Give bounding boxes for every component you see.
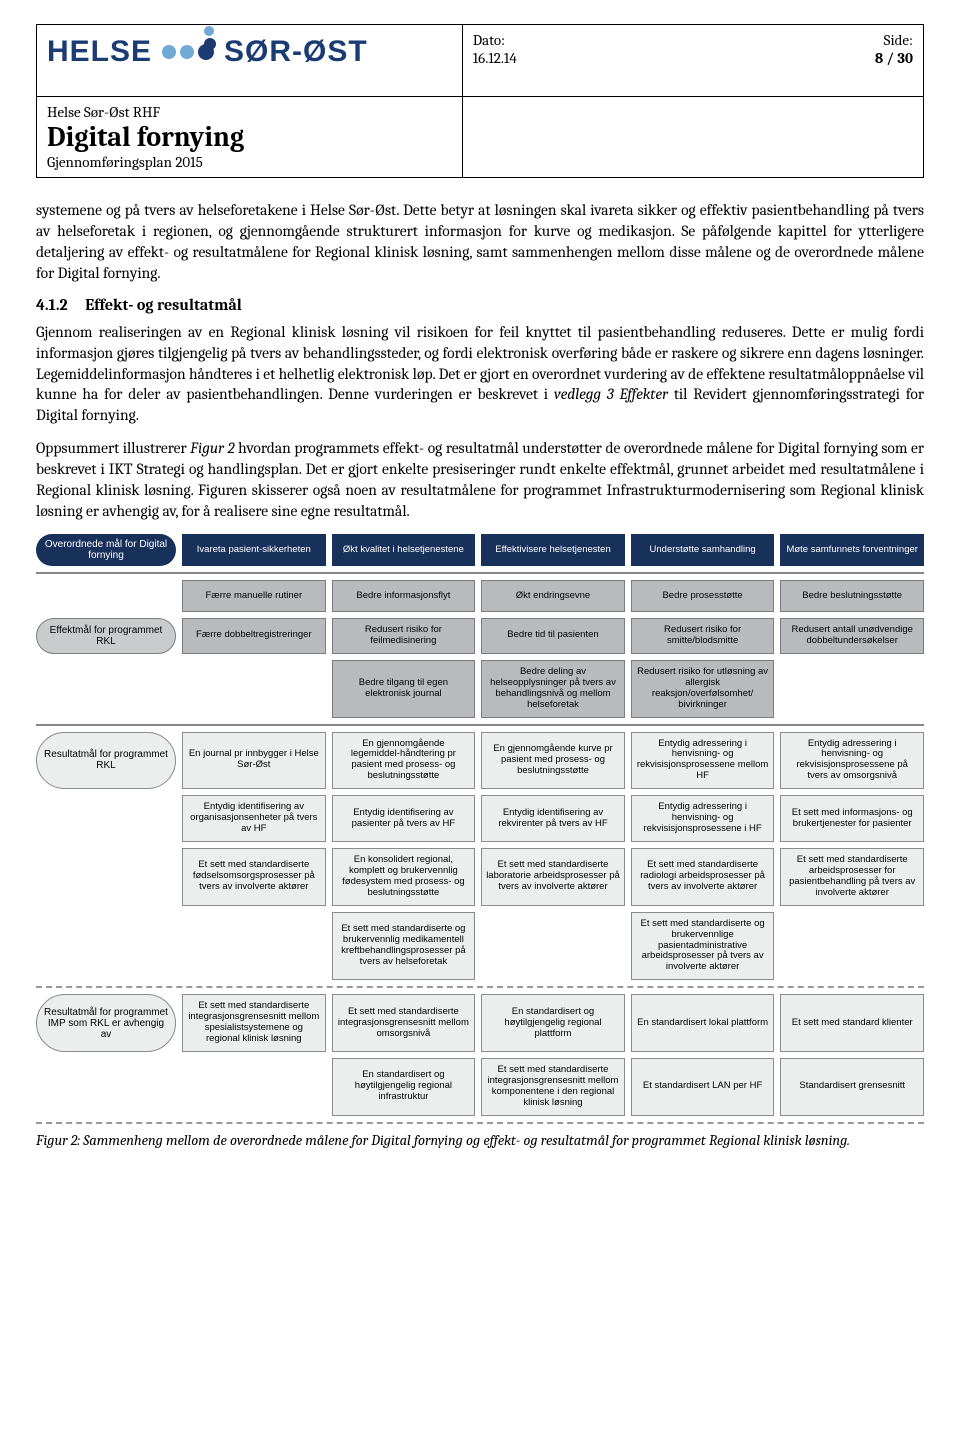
fig-eff-r2-1: Redusert risiko for feilmedisinering xyxy=(332,618,476,654)
fig-label-eff: Effektmål for programmet RKL xyxy=(36,618,176,654)
fig-res-r2-2: Entydig identifisering av rekvirenter på… xyxy=(481,795,625,842)
fig-res-r2-0: Entydig identifisering av organisasjonse… xyxy=(182,795,326,842)
fig-row-imp-1: Resultatmål for programmet IMP som RKL e… xyxy=(36,994,924,1052)
fig-divider-2 xyxy=(36,724,924,726)
fig-row-eff-1: Færre manuelle rutiner Bedre informasjon… xyxy=(36,580,924,612)
page-label: Side: xyxy=(884,31,913,49)
fig-eff-r2-3: Redusert risiko for smitte/blodsmitte xyxy=(631,618,775,654)
fig-overall-0: Ivareta pasient-sikkerheten xyxy=(182,534,326,566)
fig-row-res-1: Resultatmål for programmet RKL En journa… xyxy=(36,732,924,790)
logo-dots xyxy=(162,44,214,60)
fig-eff-r2-4: Redusert antall unødvendige dobbeltunder… xyxy=(780,618,924,654)
fig-row-overall: Overordnede mål for Digital fornying Iva… xyxy=(36,534,924,566)
fig-res-r3-2: Et sett med standardiserte laboratorie a… xyxy=(481,848,625,906)
fig-imp-r2-4: Standardisert grensesnitt xyxy=(780,1058,924,1116)
logo-text-right: SØR-ØST xyxy=(224,35,368,69)
header-title: Digital fornying xyxy=(47,121,452,153)
fig-imp-r1-1: Et sett med standardiserte integrasjonsg… xyxy=(332,994,476,1052)
fig-eff-r3-3: Redusert risiko for utløsning av allergi… xyxy=(631,660,775,718)
logo-cell: HELSE SØR-ØST xyxy=(37,25,463,97)
fig-imp-r2-3: Et standardisert LAN per HF xyxy=(631,1058,775,1116)
fig-res-r3-1: En konsolidert regional, komplett og bru… xyxy=(332,848,476,906)
fig-res-r1-1: En gjennomgående legemiddel-håndtering p… xyxy=(332,732,476,790)
fig-eff-r1-2: Økt endringsevne xyxy=(481,580,625,612)
section-number: 4.1.2 xyxy=(36,296,68,314)
fig-res-r4-3: Et sett med standardiserte og brukervenn… xyxy=(631,912,775,981)
fig-label-res: Resultatmål for programmet RKL xyxy=(36,732,176,790)
date-cell: Dato: Side: 16.12.14 8 / 30 xyxy=(462,25,923,97)
fig-row-imp-2: En standardisert og høytilgjengelig regi… xyxy=(36,1058,924,1116)
fig-overall-1: Økt kvalitet i helsetjenestene xyxy=(332,534,476,566)
figure-2: Overordnede mål for Digital fornying Iva… xyxy=(36,534,924,1151)
fig-overall-2: Effektivisere helsetjenesten xyxy=(481,534,625,566)
section-heading: 4.1.2 Effekt- og resultatmål xyxy=(36,296,924,314)
fig-divider-4 xyxy=(36,1122,924,1124)
fig-res-r3-4: Et sett med standardiserte arbeidsproses… xyxy=(780,848,924,906)
fig-row-res-3: Et sett med standardiserte fødselsomsorg… xyxy=(36,848,924,906)
fig-res-r1-0: En journal pr innbygger i Helse Sør-Øst xyxy=(182,732,326,790)
fig-overall-4: Møte samfunnets forventninger xyxy=(780,534,924,566)
fig-res-r1-3: Entydig adressering i henvisning- og rek… xyxy=(631,732,775,790)
logo: HELSE SØR-ØST xyxy=(47,31,452,73)
paragraph-3: Oppsummert illustrerer Figur 2 hvordan p… xyxy=(36,438,924,522)
figure-caption: Figur 2: Sammenheng mellom de overordned… xyxy=(36,1132,924,1151)
fig-overall-3: Understøtte samhandling xyxy=(631,534,775,566)
date-value: 16.12.14 xyxy=(473,49,517,67)
section-title: Effekt- og resultatmål xyxy=(85,296,242,314)
fig-res-r2-1: Entydig identifisering av pasienter på t… xyxy=(332,795,476,842)
empty-cell xyxy=(462,97,923,178)
fig-eff-r3-2: Bedre deling av helseopplysninger på tve… xyxy=(481,660,625,718)
fig-eff-r1-4: Bedre beslutningsstøtte xyxy=(780,580,924,612)
fig-res-r2-4: Et sett med informasjons- og brukertjene… xyxy=(780,795,924,842)
fig-res-r1-4: Entydig adressering i henvisning- og rek… xyxy=(780,732,924,790)
fig-row-res-2: Entydig identifisering av organisasjonse… xyxy=(36,795,924,842)
fig-eff-r3-1: Bedre tilgang til egen elektronisk journ… xyxy=(332,660,476,718)
fig-res-r3-0: Et sett med standardiserte fødselsomsorg… xyxy=(182,848,326,906)
header-subtitle: Gjennomføringsplan 2015 xyxy=(47,153,452,171)
paragraph-2: Gjennom realiseringen av en Regional kli… xyxy=(36,322,924,427)
logo-text-left: HELSE xyxy=(47,35,152,69)
fig-imp-r1-0: Et sett med standardiserte integrasjonsg… xyxy=(182,994,326,1052)
fig-imp-r1-3: En standardisert lokal plattform xyxy=(631,994,775,1052)
fig-divider-3 xyxy=(36,986,924,988)
fig-row-res-4: Et sett med standardiserte og brukervenn… xyxy=(36,912,924,981)
fig-divider-1 xyxy=(36,572,924,574)
fig-res-r1-2: En gjennomgående kurve pr pasient med pr… xyxy=(481,732,625,790)
fig-label-overall: Overordnede mål for Digital fornying xyxy=(36,534,176,566)
fig-label-imp: Resultatmål for programmet IMP som RKL e… xyxy=(36,994,176,1052)
fig-res-r3-3: Et sett med standardiserte radiologi arb… xyxy=(631,848,775,906)
fig-res-r2-3: Entydig adressering i henvisning- og rek… xyxy=(631,795,775,842)
fig-eff-r2-0: Færre dobbeltregistreringer xyxy=(182,618,326,654)
fig-eff-r1-0: Færre manuelle rutiner xyxy=(182,580,326,612)
fig-eff-r1-3: Bedre prosesstøtte xyxy=(631,580,775,612)
fig-res-r4-1: Et sett med standardiserte og brukervenn… xyxy=(332,912,476,981)
fig-imp-r2-2: Et sett med standardiserte integrasjonsg… xyxy=(481,1058,625,1116)
body-text: systemene og på tvers av helseforetakene… xyxy=(36,200,924,522)
fig-eff-r1-1: Bedre informasjonsflyt xyxy=(332,580,476,612)
page-value: 8 / 30 xyxy=(875,49,913,67)
fig-eff-r2-2: Bedre tid til pasienten xyxy=(481,618,625,654)
fig-imp-r1-2: En standardisert og høytilgjengelig regi… xyxy=(481,994,625,1052)
fig-imp-r2-1: En standardisert og høytilgjengelig regi… xyxy=(332,1058,476,1116)
fig-imp-r1-4: Et sett med standard klienter xyxy=(780,994,924,1052)
title-cell: Helse Sør-Øst RHF Digital fornying Gjenn… xyxy=(37,97,463,178)
document-header-table: HELSE SØR-ØST Dato: Side: 16.12.14 8 / 3… xyxy=(36,24,924,178)
header-org: Helse Sør-Øst RHF xyxy=(47,103,452,121)
fig-row-eff-3: Bedre tilgang til egen elektronisk journ… xyxy=(36,660,924,718)
paragraph-1: systemene og på tvers av helseforetakene… xyxy=(36,200,924,284)
fig-row-eff-2: Effektmål for programmet RKL Færre dobbe… xyxy=(36,618,924,654)
date-label: Dato: xyxy=(473,31,505,49)
